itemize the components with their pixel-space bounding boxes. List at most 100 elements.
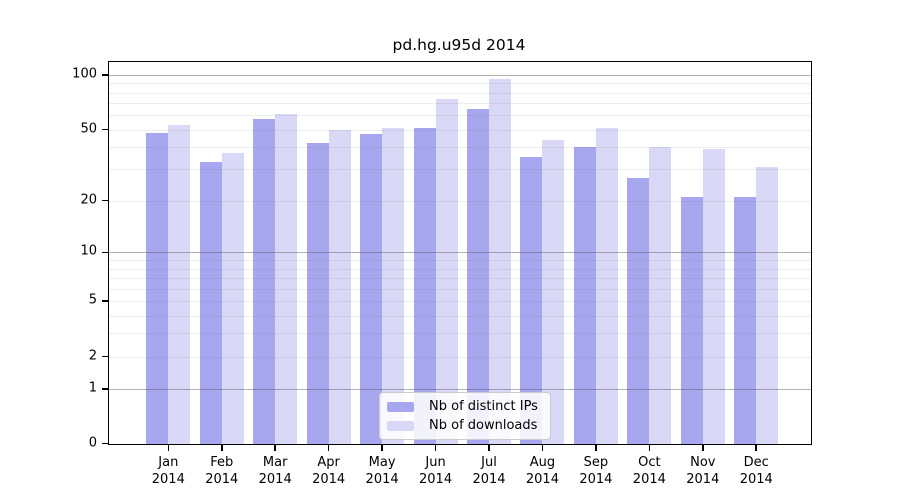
- bar-downloads-jan: [168, 124, 191, 444]
- bar-downloads-aug: [542, 139, 565, 444]
- y-axis-tick: [102, 355, 108, 358]
- x-axis-tick-label: Jul 2014: [472, 454, 505, 488]
- y-axis-tick: [102, 442, 108, 445]
- x-tick-year: 2014: [312, 472, 346, 487]
- y-axis-tick-label: 2: [88, 348, 97, 364]
- x-tick-month: Apr: [317, 455, 340, 470]
- y-axis-tick: [102, 300, 108, 302]
- bar-ips-feb: [199, 162, 222, 444]
- bar-downloads-mar: [275, 113, 298, 444]
- bar-ips-jun: [413, 128, 436, 444]
- x-axis-tick-label: Jan 2014: [152, 454, 185, 488]
- y-axis-tick: [102, 199, 108, 202]
- x-axis-tick-label: Dec 2014: [740, 454, 773, 488]
- y-axis-tick: [102, 128, 108, 131]
- bar-ips-jul: [467, 108, 489, 444]
- x-axis-tick: [327, 445, 330, 451]
- x-tick-month: Dec: [743, 455, 769, 470]
- bar-ips-aug: [520, 157, 543, 444]
- y-axis-tick-label: 20: [80, 192, 97, 208]
- x-tick-month: Jun: [425, 455, 446, 470]
- chart-title: pd.hg.u95d 2014: [392, 36, 526, 54]
- bar-ips-sep: [573, 147, 596, 444]
- minor-gridline: [109, 103, 811, 105]
- legend-item-distinct-ips: Nb of distinct IPs: [387, 399, 538, 414]
- bar-downloads-oct: [649, 147, 672, 444]
- x-tick-month: Jan: [158, 455, 179, 470]
- minor-gridline: [109, 147, 811, 149]
- x-axis-tick: [488, 445, 490, 451]
- x-axis-tick-label: Apr 2014: [312, 454, 345, 488]
- legend-label-downloads: Nb of downloads: [429, 418, 538, 433]
- x-axis-tick: [648, 445, 651, 451]
- x-tick-month: May: [368, 455, 396, 470]
- x-tick-year: 2014: [419, 472, 453, 487]
- x-tick-month: Feb: [210, 455, 234, 470]
- x-tick-year: 2014: [632, 472, 666, 487]
- x-tick-year: 2014: [151, 472, 185, 487]
- bar-ips-may: [360, 134, 383, 444]
- y-axis-tick-label: 100: [72, 66, 97, 82]
- y-axis-tick: [102, 74, 108, 76]
- x-tick-year: 2014: [686, 472, 720, 487]
- x-tick-month: Oct: [638, 455, 661, 470]
- x-tick-year: 2014: [739, 472, 773, 487]
- bar-downloads-feb: [221, 153, 244, 444]
- x-axis-tick: [541, 445, 544, 451]
- x-tick-month: Aug: [529, 455, 556, 470]
- plot-area: 100 50 20 10 5 2 1 0 Jan 2014 Feb 2014 Mar 2014 Apr 20…: [72, 61, 812, 487]
- bar-ips-oct: [627, 177, 650, 444]
- x-axis-tick: [434, 445, 437, 451]
- x-tick-year: 2014: [365, 472, 399, 487]
- y-axis-tick-label: 10: [80, 244, 97, 260]
- legend-item-downloads: Nb of downloads: [387, 418, 538, 433]
- y-axis-tick-label: 1: [88, 380, 97, 396]
- minor-gridline: [109, 92, 811, 94]
- y-axis-tick-label: 0: [88, 435, 97, 451]
- x-tick-month: Mar: [262, 455, 288, 470]
- bar-ips-nov: [680, 196, 703, 444]
- bar-ips-dec: [734, 196, 757, 444]
- y-axis-tick: [102, 251, 108, 254]
- x-axis-tick-label: Nov 2014: [686, 454, 719, 488]
- y-axis-tick-label: 50: [80, 121, 97, 137]
- x-axis-tick-label: May 2014: [366, 454, 399, 488]
- legend-label-distinct-ips: Nb of distinct IPs: [429, 399, 538, 414]
- x-tick-year: 2014: [525, 472, 559, 487]
- x-axis-tick: [702, 445, 704, 451]
- bar-downloads-jun: [435, 98, 458, 444]
- x-axis-tick-label: Sep 2014: [579, 454, 612, 488]
- x-axis-tick-label: Aug 2014: [526, 454, 559, 488]
- major-gridline: [109, 74, 811, 76]
- minor-gridline: [109, 83, 811, 85]
- x-tick-month: Nov: [690, 455, 716, 470]
- x-axis-tick: [220, 445, 223, 451]
- minor-gridline: [109, 115, 811, 117]
- bar-downloads-jul: [489, 78, 511, 444]
- legend: Nb of distinct IPs Nb of downloads: [379, 392, 551, 440]
- legend-swatch-distinct-ips: [387, 401, 414, 412]
- x-axis-tick-label: Jun 2014: [419, 454, 452, 488]
- bar-ips-mar: [253, 119, 276, 444]
- x-axis-tick: [381, 445, 383, 451]
- bar-downloads-sep: [595, 128, 618, 444]
- x-axis-tick: [167, 445, 170, 451]
- x-axis-tick: [274, 445, 276, 451]
- bar-downloads-dec: [756, 166, 779, 444]
- x-axis-tick: [755, 445, 758, 451]
- x-tick-month: Sep: [583, 455, 609, 470]
- bar-ips-jan: [146, 132, 169, 444]
- bar-downloads-nov: [702, 149, 725, 444]
- x-axis-tick-label: Oct 2014: [633, 454, 666, 488]
- y-axis-tick: [102, 388, 108, 390]
- bar-downloads-apr: [328, 129, 351, 444]
- bar-downloads-may: [382, 128, 405, 444]
- legend-swatch-downloads: [387, 420, 414, 431]
- x-tick-year: 2014: [258, 472, 292, 487]
- x-axis-tick: [595, 445, 597, 451]
- y-axis-tick-label: 5: [88, 292, 97, 308]
- x-tick-year: 2014: [472, 472, 506, 487]
- x-tick-year: 2014: [579, 472, 613, 487]
- x-tick-month: Jul: [481, 455, 497, 470]
